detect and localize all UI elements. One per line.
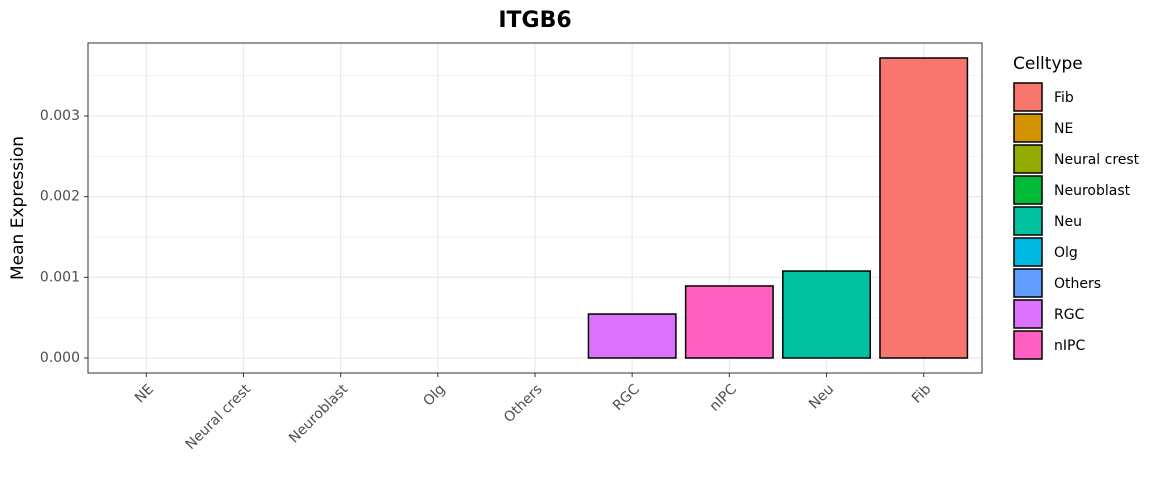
legend-label: Olg xyxy=(1054,245,1078,261)
y-tick-label: 0.000 xyxy=(40,350,80,366)
legend-key xyxy=(1013,299,1043,329)
legend-key xyxy=(1013,206,1043,236)
chart-title: ITGB6 xyxy=(498,8,571,33)
bar xyxy=(879,57,969,359)
legend-key xyxy=(1013,144,1043,174)
legend-key xyxy=(1013,268,1043,298)
legend-label: nIPC xyxy=(1054,338,1085,354)
legend-key xyxy=(1013,237,1043,267)
legend-label: Neu xyxy=(1054,214,1082,230)
bar xyxy=(684,285,774,359)
legend-key xyxy=(1013,175,1043,205)
legend-label: NE xyxy=(1054,121,1073,137)
legend-key xyxy=(1013,82,1043,112)
y-axis-label: Mean Expression xyxy=(8,136,28,280)
y-tick-label: 0.003 xyxy=(40,108,80,124)
legend-key xyxy=(1013,330,1043,360)
y-tick-label: 0.002 xyxy=(40,189,80,205)
y-tick-label: 0.001 xyxy=(40,269,80,285)
legend-key xyxy=(1013,113,1043,143)
legend-label: Neural crest xyxy=(1054,152,1140,168)
panel-border xyxy=(87,42,983,374)
legend-title: Celltype xyxy=(1013,54,1083,74)
bar xyxy=(782,270,871,359)
legend-label: RGC xyxy=(1054,307,1085,323)
legend-label: Fib xyxy=(1054,90,1074,106)
bar xyxy=(587,313,677,359)
legend-label: Others xyxy=(1054,276,1101,292)
legend-label: Neuroblast xyxy=(1054,183,1131,199)
